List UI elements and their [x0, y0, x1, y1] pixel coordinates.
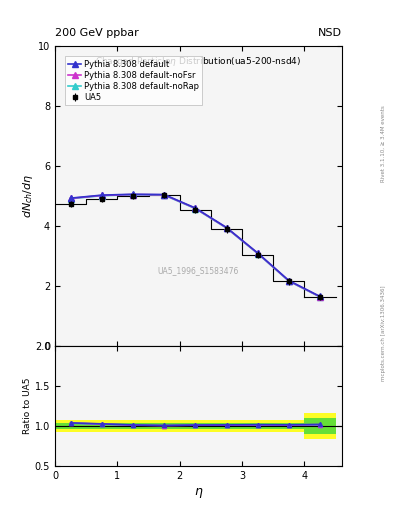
Text: NSD: NSD	[318, 28, 342, 38]
X-axis label: $\eta$: $\eta$	[194, 486, 203, 500]
Text: 200 GeV ppbar: 200 GeV ppbar	[55, 28, 139, 38]
Text: mcplots.cern.ch [arXiv:1306.3436]: mcplots.cern.ch [arXiv:1306.3436]	[381, 285, 386, 380]
Pythia 8.308 default-noFsr	[193, 205, 198, 211]
Line: Pythia 8.308 default: Pythia 8.308 default	[68, 191, 323, 299]
Pythia 8.308 default-noFsr	[224, 225, 229, 231]
Pythia 8.308 default	[286, 278, 291, 284]
Text: Rivet 3.1.10, ≥ 3.4M events: Rivet 3.1.10, ≥ 3.4M events	[381, 105, 386, 182]
Pythia 8.308 default-noRap	[99, 193, 104, 199]
Pythia 8.308 default-noFsr	[68, 196, 73, 202]
Pythia 8.308 default-noRap	[255, 250, 260, 257]
Pythia 8.308 default-noFsr	[318, 294, 322, 300]
Line: Pythia 8.308 default-noFsr: Pythia 8.308 default-noFsr	[68, 192, 323, 300]
Pythia 8.308 default-noRap	[318, 294, 322, 300]
Pythia 8.308 default-noRap	[193, 205, 198, 211]
Pythia 8.308 default-noFsr	[286, 278, 291, 284]
Legend: Pythia 8.308 default, Pythia 8.308 default-noFsr, Pythia 8.308 default-noRap, UA: Pythia 8.308 default, Pythia 8.308 defau…	[65, 56, 202, 105]
Y-axis label: $dN_{ch}/d\eta$: $dN_{ch}/d\eta$	[21, 174, 35, 218]
Pythia 8.308 default-noFsr	[255, 250, 260, 257]
Pythia 8.308 default	[162, 191, 167, 198]
Pythia 8.308 default-noFsr	[162, 192, 167, 198]
Pythia 8.308 default	[255, 250, 260, 256]
Pythia 8.308 default	[318, 293, 322, 300]
Y-axis label: Ratio to UA5: Ratio to UA5	[23, 378, 32, 434]
Pythia 8.308 default	[68, 195, 73, 201]
Text: UA5_1996_S1583476: UA5_1996_S1583476	[158, 266, 239, 275]
Line: Pythia 8.308 default-noRap: Pythia 8.308 default-noRap	[68, 192, 323, 300]
Pythia 8.308 default	[99, 192, 104, 198]
Pythia 8.308 default	[193, 205, 198, 211]
Pythia 8.308 default	[130, 191, 135, 197]
Pythia 8.308 default-noRap	[68, 196, 73, 202]
Pythia 8.308 default-noRap	[286, 278, 291, 284]
Pythia 8.308 default-noFsr	[99, 193, 104, 199]
Pythia 8.308 default-noFsr	[130, 191, 135, 198]
Pythia 8.308 default-noRap	[130, 192, 135, 198]
Pythia 8.308 default-noRap	[162, 192, 167, 198]
Pythia 8.308 default	[224, 224, 229, 230]
Pythia 8.308 default-noRap	[224, 225, 229, 231]
Text: Charged Particle$\eta$ Distribution(ua5-200-nsd4): Charged Particle$\eta$ Distribution(ua5-…	[95, 55, 302, 68]
